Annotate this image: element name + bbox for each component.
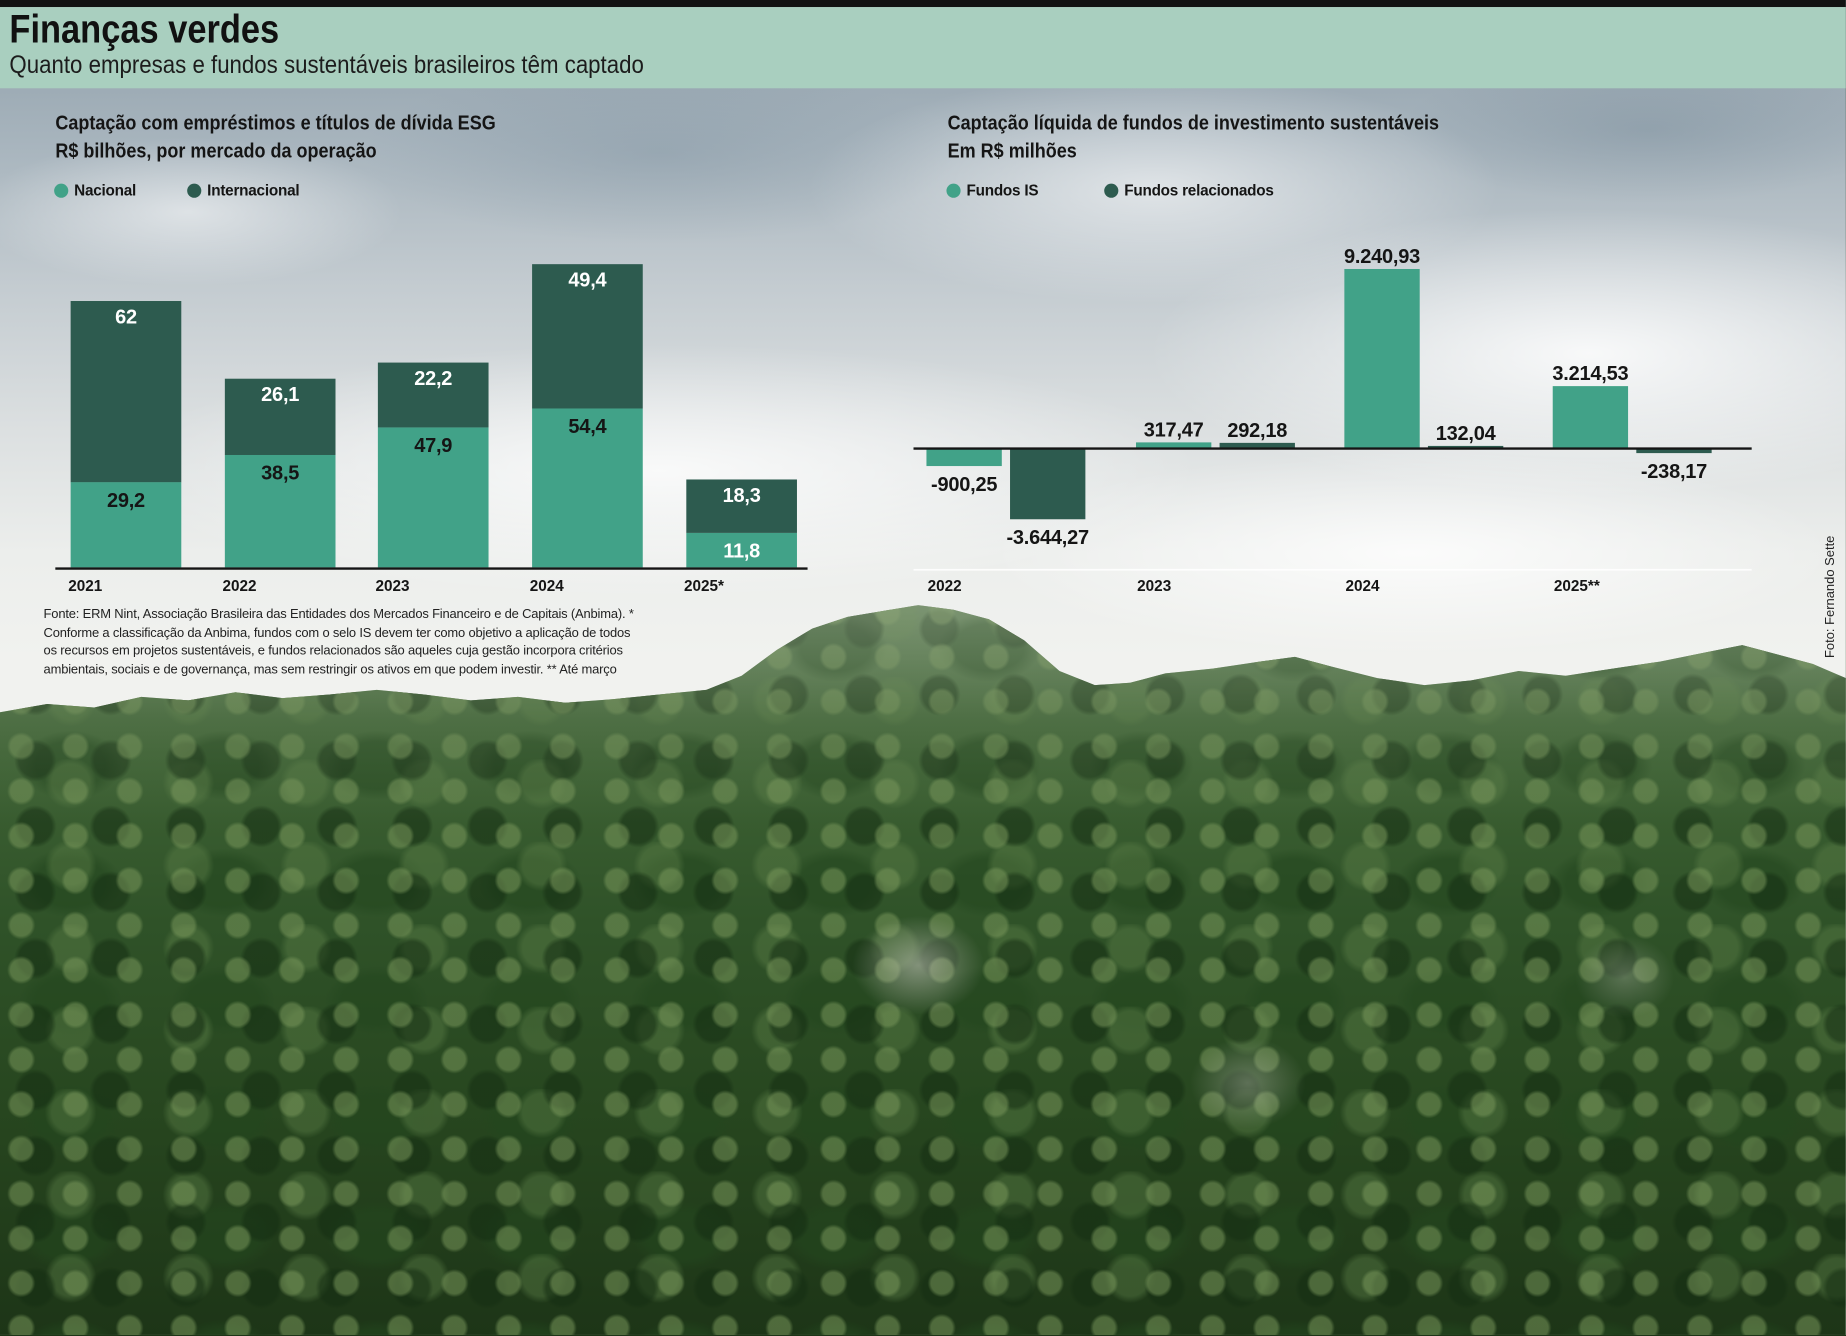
page-title: Finanças verdes	[9, 7, 280, 52]
legend-label-internacional: Internacional	[207, 181, 300, 199]
x-tick-2024: 2024	[1346, 578, 1381, 595]
chart-esg-debt: Captação com empréstimos e títulos de dí…	[0, 100, 848, 612]
value-label-nacional-2025: 11,8	[723, 541, 760, 563]
legend-item-fundos-relacionados: Fundos relacionados	[1104, 181, 1274, 200]
legend-label-fundos-is: Fundos IS	[966, 181, 1039, 199]
value-label-fundos-relacionados-2024: 132,04	[1436, 423, 1497, 445]
value-label-internacional-2024: 49,4	[568, 270, 607, 292]
legend-item-nacional: Nacional	[54, 181, 136, 200]
bar-fundos-is-2022	[926, 448, 1002, 467]
value-label-internacional-2023: 22,2	[414, 368, 452, 390]
legend-swatch-fundos-is	[946, 183, 961, 198]
chart-subtitle: R$ bilhões, por mercado da operação	[55, 140, 377, 163]
value-label-fundos-is-2022: -900,25	[931, 474, 997, 496]
bar-fundos-is-2023	[1135, 442, 1212, 449]
source-note-line: Fonte: ERM Nint, Associação Brasileira d…	[43, 607, 634, 622]
top-rule	[0, 0, 1846, 8]
value-label-internacional-2022: 26,1	[261, 384, 299, 406]
value-label-nacional-2023: 47,9	[414, 435, 452, 457]
value-label-nacional-2022: 38,5	[261, 463, 299, 485]
bar-nacional-2022	[224, 454, 336, 568]
chart-plot-esg-debt: 29,2 62 2021 38,5 26,1 2022 47,9 22,2 2023 54,4 49…	[55, 264, 808, 595]
bar-fundos-relacionados-2022	[1010, 448, 1086, 520]
bar-fundos-relacionados-2023	[1219, 442, 1295, 449]
value-label-fundos-relacionados-2022: -3.644,27	[1007, 527, 1090, 549]
header-band	[0, 7, 1846, 89]
value-label-internacional-2021: 62	[115, 306, 137, 328]
bar-fundos-is-2024	[1344, 268, 1420, 449]
x-tick-2021: 2021	[68, 578, 103, 595]
value-label-nacional-2021: 29,2	[107, 490, 145, 512]
bar-nacional-2024	[532, 408, 643, 568]
bar-fundos-relacionados-2025	[1636, 448, 1712, 454]
bar-nacional-2021	[70, 482, 182, 568]
legend-item-internacional: Internacional	[187, 181, 300, 200]
background-photo-forest	[0, 605, 1846, 1335]
legend-swatch-fundos-relacionados	[1104, 183, 1119, 198]
chart-subtitle: Em R$ milhões	[947, 140, 1077, 163]
bar-internacional-2021	[70, 301, 182, 483]
chart-title: Captação líquida de fundos de investimen…	[947, 111, 1440, 135]
x-tick-2022: 2022	[928, 578, 962, 595]
source-note-line: ambientais, sociais e de governança, mas…	[43, 662, 617, 677]
bar-internacional-2024	[532, 264, 643, 409]
bar-nacional-2023	[377, 427, 489, 568]
legend-item-fundos-is: Fundos IS	[946, 181, 1039, 200]
bar-internacional-2022	[224, 378, 336, 455]
legend-swatch-internacional	[187, 183, 202, 198]
chart-plot-sustainable-funds: -900,25 -3.644,27 2022 317,47 292,18 2023 9.24…	[913, 246, 1752, 595]
chart-title: Captação com empréstimos e títulos de dí…	[55, 111, 496, 135]
bar-nacional-2025	[686, 532, 797, 568]
legend-swatch-nacional	[54, 183, 69, 198]
x-tick-2025: 2025**	[1554, 578, 1600, 595]
source-note-line: os recursos em projetos sustentáveis, e …	[43, 644, 623, 659]
legend-label-nacional: Nacional	[74, 181, 137, 199]
value-label-fundos-relacionados-2023: 292,18	[1227, 420, 1287, 442]
x-tick-2023: 2023	[1137, 578, 1171, 595]
value-label-internacional-2025: 18,3	[723, 485, 761, 507]
value-label-fundos-is-2024: 9.240,93	[1344, 246, 1420, 268]
x-tick-2022: 2022	[222, 578, 256, 595]
bar-internacional-2023	[377, 362, 489, 428]
chart-sustainable-funds: Captação líquida de fundos de investimen…	[895, 100, 1790, 612]
source-note-line: Conforme a classificação da Anbima, fund…	[43, 625, 631, 640]
photo-credit: Foto: Fernando Sette	[1823, 535, 1838, 658]
x-tick-2025: 2025*	[684, 578, 724, 595]
value-label-fundos-is-2023: 317,47	[1144, 420, 1204, 442]
source-note: Fonte: ERM Nint, Associação Brasileira d…	[44, 606, 634, 679]
legend-label-fundos-relacionados: Fundos relacionados	[1124, 181, 1274, 199]
page-subtitle: Quanto empresas e fundos sustentáveis br…	[9, 51, 644, 79]
bar-fundos-is-2025	[1552, 386, 1629, 449]
bar-internacional-2025	[686, 479, 797, 533]
x-tick-2023: 2023	[376, 578, 410, 595]
bar-fundos-relacionados-2024	[1427, 445, 1504, 449]
x-tick-2024: 2024	[530, 578, 565, 595]
value-label-fundos-relacionados-2025: -238,17	[1641, 461, 1707, 483]
value-label-fundos-is-2025: 3.214,53	[1552, 363, 1628, 385]
value-label-nacional-2024: 54,4	[568, 416, 607, 438]
